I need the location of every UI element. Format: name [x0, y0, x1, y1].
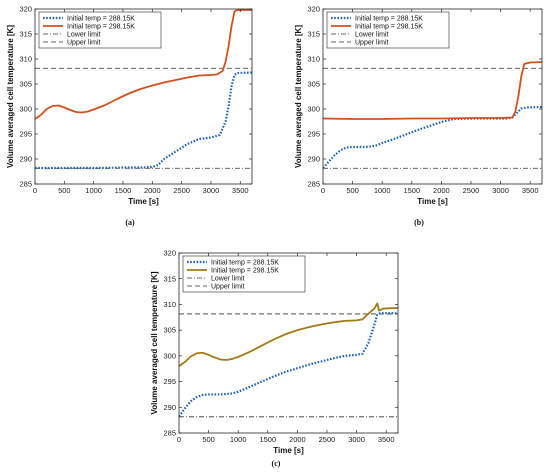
x-tick-label: 3500: [522, 186, 539, 195]
panel-caption: (b): [414, 218, 424, 227]
x-tick-label: 3000: [492, 186, 509, 195]
chart-panel: 0 500 1000 1500 2000 2500 3000 3500 285 290 295 300…: [294, 5, 543, 227]
x-tick-label: 0: [321, 186, 325, 195]
x-axis-label: Time [s]: [128, 197, 159, 206]
legend-label: Lower limit: [67, 32, 101, 39]
y-axis-label: Volume averaged cell temperature [K]: [294, 25, 303, 168]
y-tick-label: 300: [19, 105, 32, 114]
x-tick-label: 1000: [374, 186, 391, 195]
y-axis-label: Volume averaged cell temperature [K]: [150, 271, 159, 414]
legend-label: Initial temp = 298.15K: [211, 268, 279, 275]
legend-label: Lower limit: [211, 276, 245, 283]
chart-panel: 0 500 1000 1500 2000 2500 3000 3500 285 290 295 300…: [150, 249, 399, 468]
y-tick-label: 285: [307, 180, 320, 189]
x-tick-label: 1000: [230, 435, 247, 444]
x-tick-label: 2000: [433, 186, 450, 195]
x-tick-label: 3500: [378, 435, 395, 444]
x-tick-label: 2500: [173, 186, 190, 195]
x-tick-label: 500: [346, 186, 359, 195]
y-tick-label: 300: [163, 351, 176, 360]
plot-lines: [179, 302, 398, 418]
y-tick-label: 300: [307, 105, 320, 114]
legend-label: Initial temp = 288.15K: [211, 260, 279, 267]
x-tick-label: 0: [177, 435, 181, 444]
y-tick-label: 290: [307, 155, 320, 164]
axes-frame: [34, 8, 253, 185]
series-line-298K: [179, 302, 398, 367]
x-tick-label: 2500: [319, 435, 336, 444]
legend-label: Upper limit: [67, 40, 101, 47]
y-tick-label: 315: [163, 274, 176, 283]
panel-caption: (c): [272, 459, 281, 468]
y-tick-label: 285: [19, 180, 32, 189]
y-tick-label: 315: [19, 30, 32, 39]
y-tick-label: 295: [19, 130, 32, 139]
y-tick-label: 290: [163, 403, 176, 412]
axes-frame: [178, 252, 399, 434]
y-tick-label: 315: [307, 30, 320, 39]
y-tick-label: 305: [307, 80, 320, 89]
x-tick-label: 0: [33, 186, 37, 195]
axes-frame: [322, 8, 543, 185]
legend-label: Initial temp = 288.15K: [355, 16, 423, 23]
x-tick-label: 500: [58, 186, 71, 195]
y-tick-label: 285: [163, 429, 176, 438]
panel-caption: (a): [125, 218, 135, 227]
x-tick-label: 3500: [232, 186, 249, 195]
x-tick-label: 3000: [348, 435, 365, 444]
y-tick-label: 310: [19, 55, 32, 64]
y-tick-label: 320: [307, 5, 320, 14]
chart-panels: 0 500 1000 1500 2000 2500 3000 3500285290295300…: [6, 5, 543, 468]
legend-label: Initial temp = 298.15K: [67, 24, 135, 31]
y-tick-label: 290: [19, 155, 32, 164]
y-tick-label: 305: [163, 326, 176, 335]
y-tick-label: 295: [307, 130, 320, 139]
y-tick-label: 305: [19, 80, 32, 89]
x-axis-label: Time [s]: [273, 446, 304, 455]
x-tick-label: 1000: [85, 186, 102, 195]
legend-label: Initial temp = 298.15K: [355, 24, 423, 31]
x-tick-label: 2000: [144, 186, 161, 195]
series-line-288K: [179, 312, 398, 418]
legend-label: Upper limit: [355, 40, 389, 47]
series-line-298K: [35, 9, 252, 120]
y-tick-label: 295: [163, 377, 176, 386]
legend-label: Lower limit: [355, 32, 389, 39]
plot-lines: [323, 61, 542, 169]
x-tick-label: 500: [202, 435, 215, 444]
x-tick-label: 3000: [203, 186, 220, 195]
y-axis-label: Volume averaged cell temperature [K]: [6, 25, 15, 168]
series-line-288K: [35, 71, 252, 170]
plot-lines: [35, 9, 252, 170]
y-tick-label: 320: [19, 5, 32, 14]
series-line-298K: [323, 61, 542, 120]
x-tick-label: 2500: [463, 186, 480, 195]
x-axis-label: Time [s]: [417, 197, 448, 206]
legend-label: Upper limit: [211, 284, 245, 291]
y-tick-label: 320: [163, 249, 176, 258]
x-tick-label: 1500: [115, 186, 132, 195]
x-tick-label: 1500: [403, 186, 420, 195]
x-tick-label: 1500: [259, 435, 276, 444]
y-tick-label: 310: [307, 55, 320, 64]
x-tick-label: 2000: [289, 435, 306, 444]
y-tick-label: 310: [163, 300, 176, 309]
legend-label: Initial temp = 288.15K: [67, 16, 135, 23]
chart-panel: 0 500 1000 1500 2000 2500 3000 3500 285 290 295 300…: [6, 5, 253, 227]
